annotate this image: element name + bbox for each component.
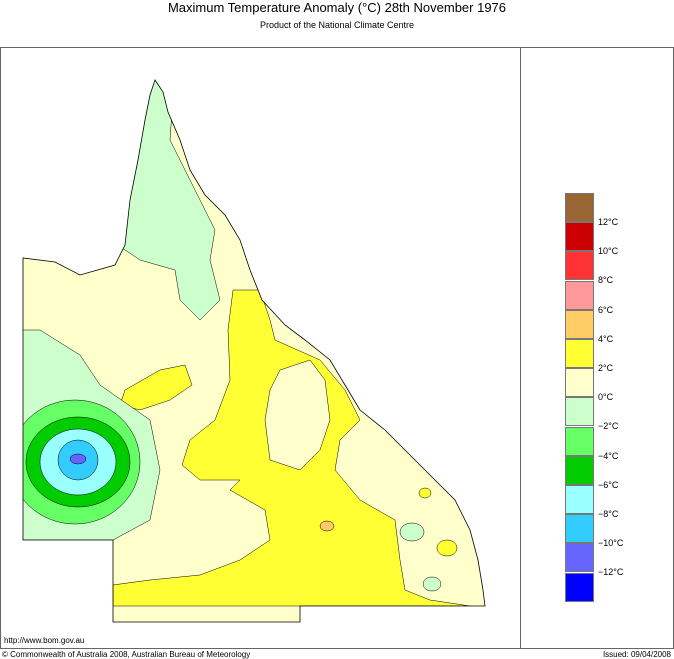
legend-swatch (565, 368, 594, 398)
legend-label: 10°C (598, 246, 619, 257)
legend-swatch (565, 426, 594, 456)
legend-label: 2°C (598, 363, 614, 373)
region-warm-se (436, 539, 458, 557)
region-0-2-inner (264, 359, 331, 471)
copyright: © Commonwealth of Australia 2008, Austra… (2, 650, 251, 659)
legend-swatch (565, 339, 594, 368)
legend-swatch (565, 455, 594, 485)
issued-date: Issued: 09/04/2008 (602, 650, 671, 659)
region-cool-se1 (399, 522, 425, 542)
legend-swatch (565, 485, 594, 514)
legend-swatch (565, 309, 594, 339)
contour-minus-10-12 (69, 453, 87, 465)
legend-swatch (565, 543, 594, 573)
region-warm-e (418, 487, 432, 499)
legend-label: 4°C (598, 333, 614, 344)
legend-label: −4°C (598, 450, 619, 461)
map-title: Maximum Temperature Anomaly (°C) 28th No… (167, 0, 507, 15)
legend-label: −12°C (598, 567, 624, 578)
legend-swatch (565, 193, 594, 222)
legend-swatch (565, 251, 594, 281)
legend-swatch (565, 222, 594, 252)
legend-label: 0°C (598, 392, 614, 403)
legend-label: 12°C (598, 217, 619, 227)
legend-label: 8°C (598, 275, 614, 286)
region-4-6 (319, 520, 335, 532)
region-cool-se2 (422, 576, 442, 592)
legend-label: 6°C (598, 304, 614, 315)
legend-label: −6°C (598, 479, 619, 490)
map-subtitle: Product of the National Climate Centre (259, 20, 415, 30)
legend-swatch (565, 397, 594, 427)
legend-divider (520, 47, 521, 648)
legend-swatch (565, 572, 594, 602)
legend-swatch (565, 280, 594, 310)
legend-label: −10°C (598, 538, 624, 549)
source-url[interactable]: http://www.bom.gov.au (4, 636, 85, 645)
legend-label: −2°C (598, 421, 619, 432)
legend-label: −8°C (598, 509, 619, 519)
legend-swatch (565, 514, 594, 544)
